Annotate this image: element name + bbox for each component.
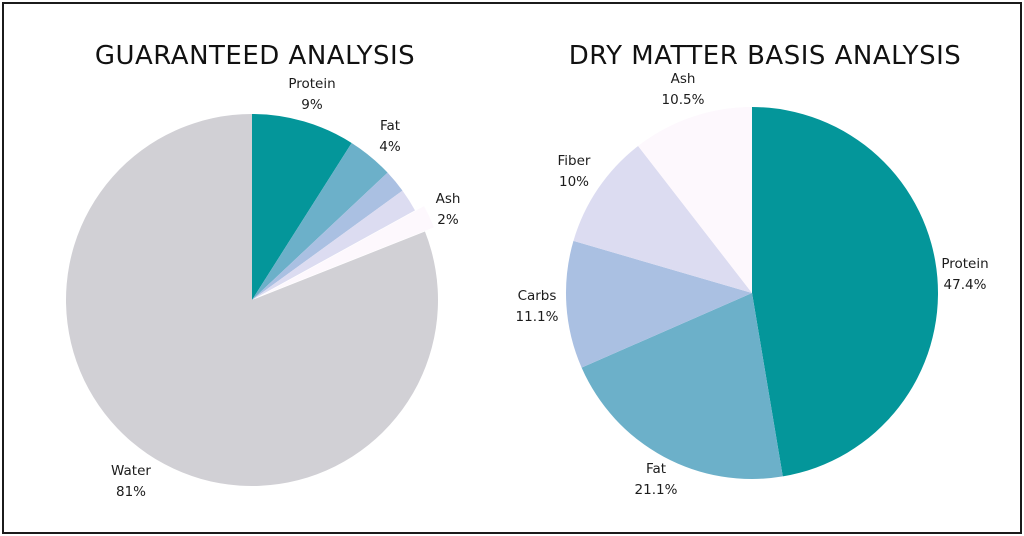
dry-matter-basis-chart: DRY MATTER BASIS ANALYSIS Protein 47.4% Fa… [516, 41, 989, 498]
slice-label-water: Water 81% [111, 463, 151, 500]
slice-label-protein: Protein 47.4% [941, 256, 988, 293]
slice-percent: 4% [379, 139, 401, 155]
slice-percent: 47.4% [944, 277, 987, 293]
slice-name: Fat [380, 118, 400, 134]
pie-slice-fat [252, 142, 388, 300]
pie-slice-carbs [566, 240, 752, 368]
pie-slice-carbs [252, 172, 403, 300]
slice-label-ash: Ash 10.5% [662, 71, 705, 108]
guaranteed-analysis-chart: GUARANTEED ANALYSIS Protein 9% Fat 4% Ash 2% W… [65, 41, 460, 500]
slice-label-protein: Protein 9% [288, 76, 335, 113]
chart-title-guaranteed-analysis: GUARANTEED ANALYSIS [95, 41, 415, 71]
pie-slice-fiber [573, 145, 752, 293]
slice-name: Fat [646, 461, 666, 477]
guaranteed-analysis-slices [65, 114, 438, 487]
guaranteed-analysis-labels: Protein 9% Fat 4% Ash 2% Water 81% [111, 76, 460, 500]
slice-name: Protein [941, 256, 988, 272]
slice-name: Ash [436, 191, 461, 207]
pie-slice-ash [638, 107, 752, 293]
slice-percent: 2% [437, 212, 459, 228]
slice-name: Ash [671, 71, 696, 87]
slice-percent: 10% [559, 174, 589, 190]
slice-percent: 11.1% [516, 309, 559, 325]
slice-name: Fiber [558, 153, 591, 169]
pie-slice-protein [252, 114, 352, 300]
slice-name: Water [111, 463, 151, 479]
dry-matter-basis-labels: Protein 47.4% Fat 21.1% Carbs 11.1% Fiber 10% As… [516, 71, 989, 498]
pie-slice-protein [752, 107, 939, 477]
pie-slice-fiber [252, 190, 415, 300]
slice-percent: 21.1% [635, 482, 678, 498]
pie-slice-fat [581, 293, 783, 479]
slice-label-ash: Ash 2% [436, 191, 461, 228]
slice-label-fat: Fat 4% [379, 118, 401, 155]
slice-label-carbs: Carbs 11.1% [516, 288, 559, 325]
slice-percent: 9% [301, 97, 323, 113]
slice-name: Carbs [518, 288, 557, 304]
pie-slice-water [65, 114, 438, 487]
slice-label-fiber: Fiber 10% [558, 153, 591, 190]
slice-name: Protein [288, 76, 335, 92]
slice-percent: 10.5% [662, 92, 705, 108]
slice-label-fat: Fat 21.1% [635, 461, 678, 498]
dry-matter-basis-slices [566, 107, 939, 479]
pie-slice-ash [261, 206, 434, 296]
chart-title-dry-matter-basis-analysis: DRY MATTER BASIS ANALYSIS [569, 41, 962, 71]
slice-percent: 81% [116, 484, 146, 500]
